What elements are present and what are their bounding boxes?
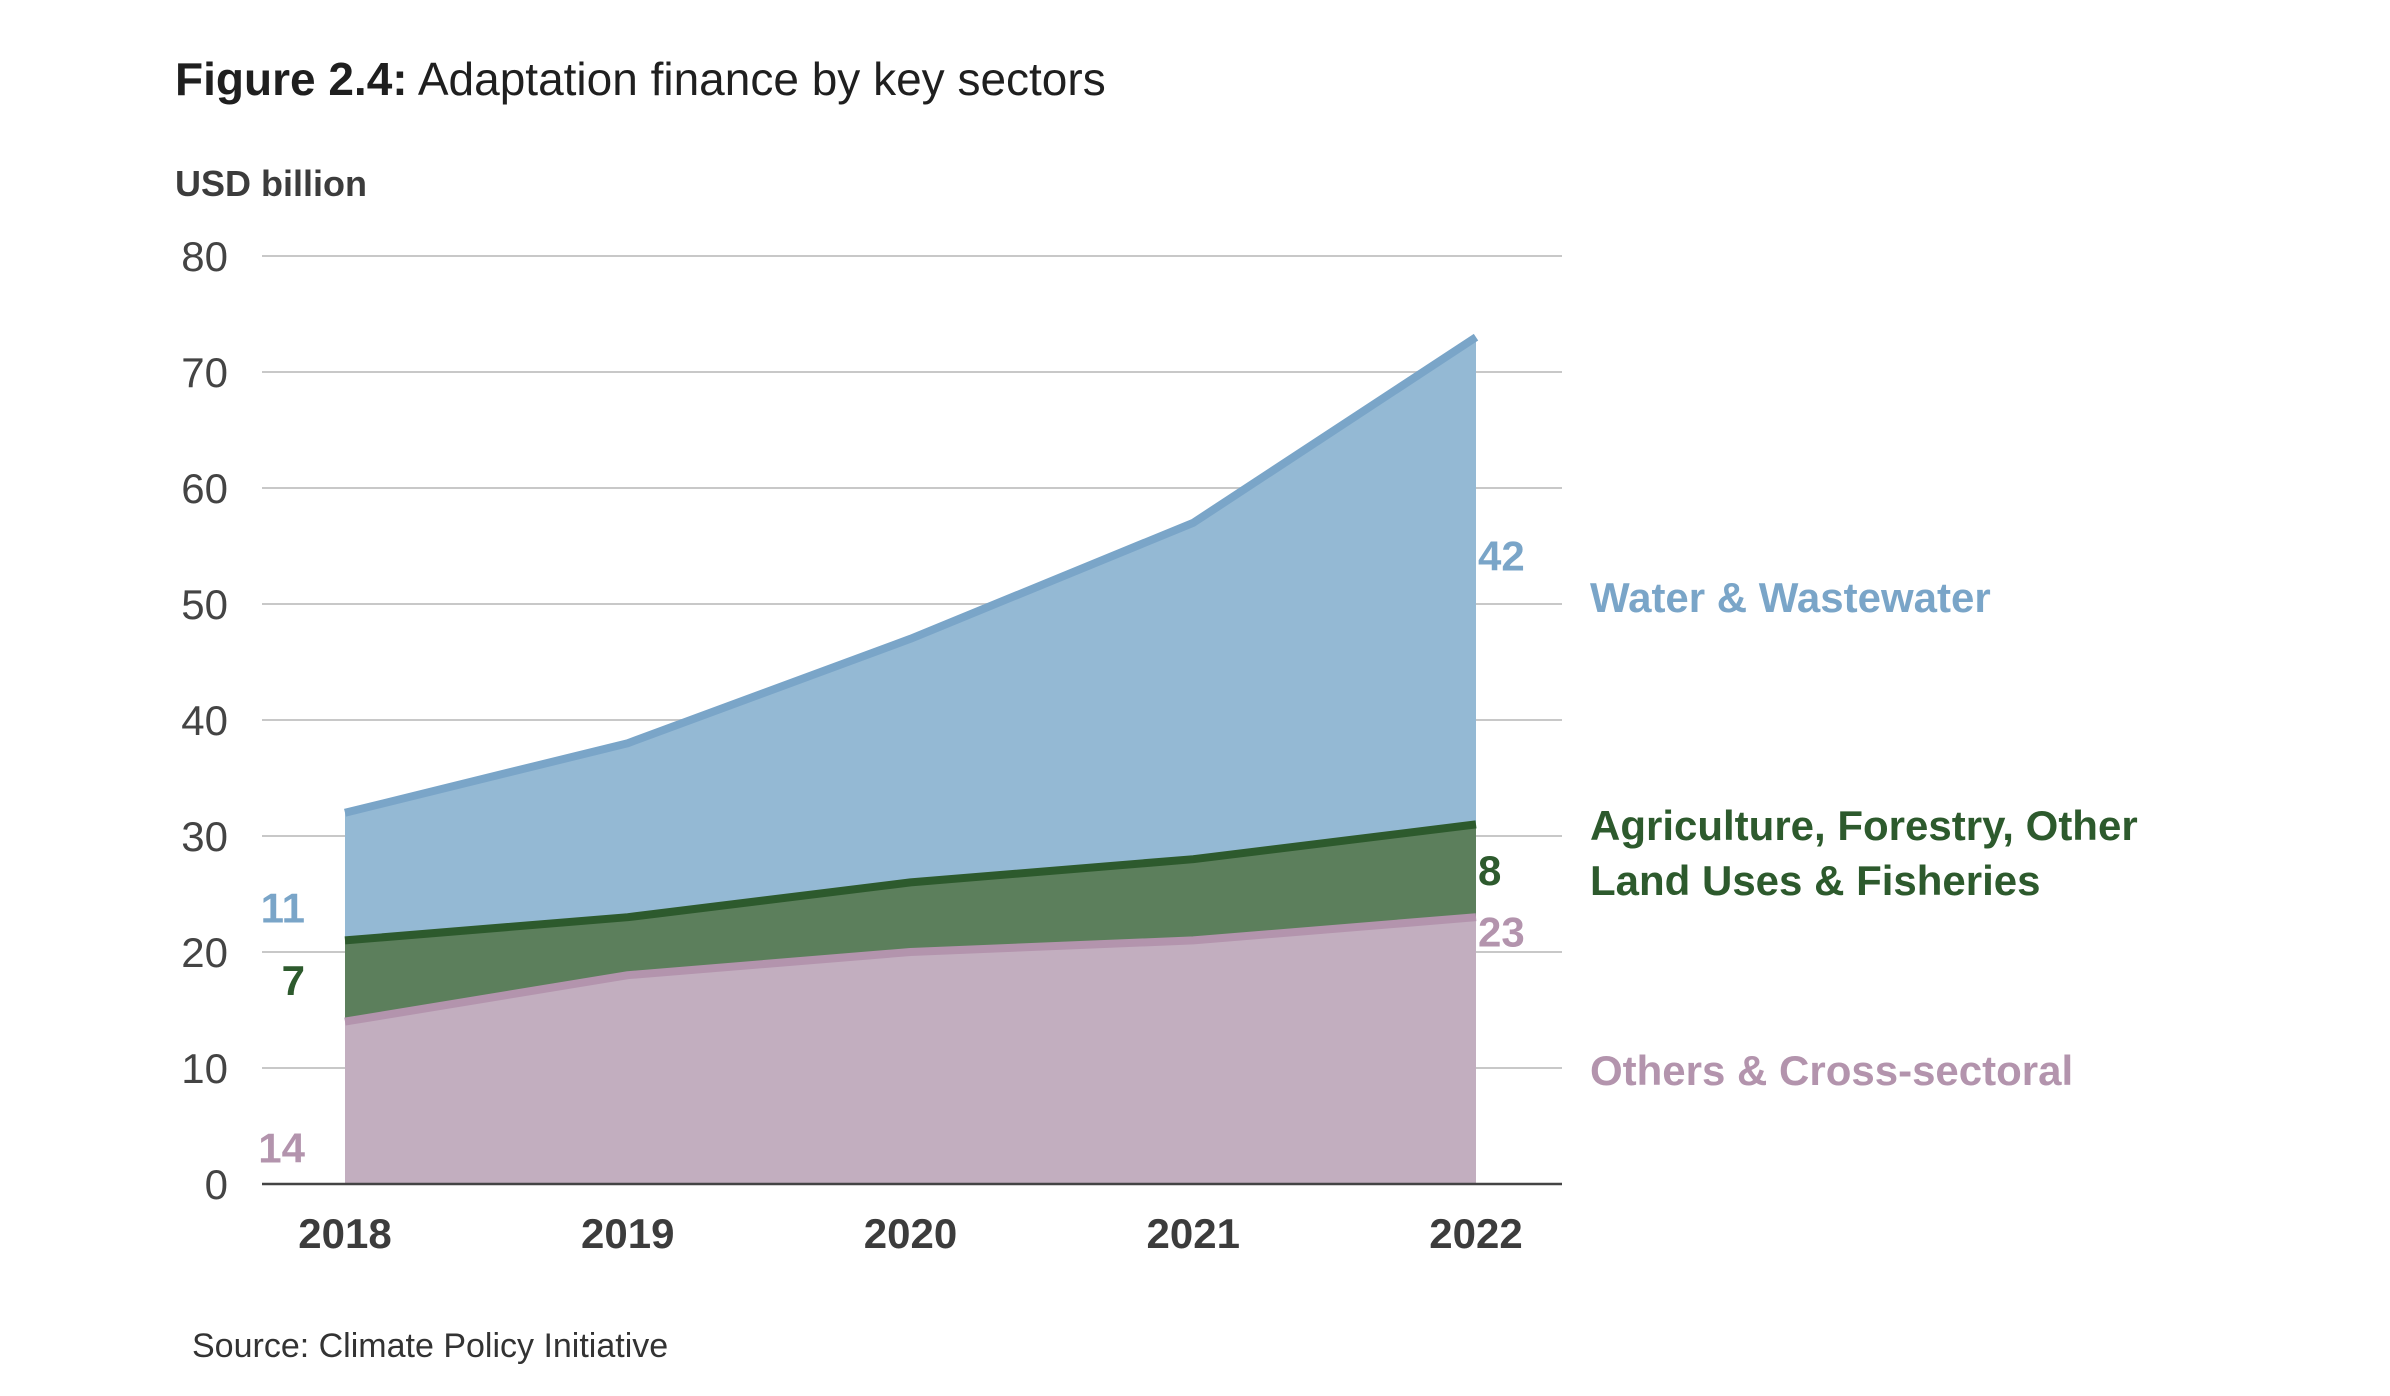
legend-label-others-cross-sectoral-0: Others & Cross-sectoral (1590, 1047, 2073, 1094)
value-label-end-water-wastewater: 42 (1478, 532, 1525, 579)
stacked-area-chart: 0 10 20 30 40 50 60 70 80 2018 2019 2020 2021 2022 14… (181, 233, 2138, 1257)
chart-title: Figure 2.4: Adaptation finance by key se… (175, 52, 1106, 106)
line-water-wastewater (344, 333, 1479, 817)
y-tick-label-10: 10 (181, 1045, 228, 1092)
x-tick-label-2022: 2022 (1429, 1210, 1522, 1257)
y-tick-label-0: 0 (205, 1161, 228, 1208)
source-note: Source: Climate Policy Initiative (192, 1327, 669, 1365)
x-tick-label-2018: 2018 (298, 1210, 391, 1257)
y-tick-label-20: 20 (181, 929, 228, 976)
value-label-end-others-cross-sectoral: 23 (1478, 908, 1525, 955)
line-agriculture-forestry-other-land-uses-fisheries (344, 820, 1477, 945)
legend-label-water-wastewater-0: Water & Wastewater (1590, 574, 1991, 621)
figure-title-text: Adaptation finance by key sectors (417, 53, 1106, 105)
value-label-start-others-cross-sectoral: 14 (258, 1124, 305, 1171)
y-tick-label-60: 60 (181, 465, 228, 512)
x-tick-label-2019: 2019 (581, 1210, 674, 1257)
y-tick-label-40: 40 (181, 697, 228, 744)
legend-label-agriculture-forestry-other-land-uses-fisheries-0: Agriculture, Forestry, Other (1590, 802, 2138, 849)
y-tick-label-80: 80 (181, 233, 228, 280)
figure-number: Figure 2.4: (175, 53, 408, 105)
legend-label-agriculture-forestry-other-land-uses-fisheries-1: Land Uses & Fisheries (1590, 857, 2041, 904)
value-label-start-agriculture-forestry-other-land-uses-fisheries: 7 (282, 957, 305, 1004)
line-others-cross-sectoral (344, 913, 1477, 1026)
value-label-start-water-wastewater: 11 (261, 885, 305, 932)
value-label-end-agriculture-forestry-other-land-uses-fisheries: 8 (1478, 847, 1501, 894)
y-tick-label-70: 70 (181, 349, 228, 396)
x-tick-label-2021: 2021 (1147, 1210, 1240, 1257)
area-others-cross-sectoral (345, 917, 1476, 1184)
x-tick-label-2020: 2020 (864, 1210, 957, 1257)
y-axis-label: USD billion (175, 163, 367, 204)
y-tick-label-50: 50 (181, 581, 228, 628)
y-tick-label-30: 30 (181, 813, 228, 860)
